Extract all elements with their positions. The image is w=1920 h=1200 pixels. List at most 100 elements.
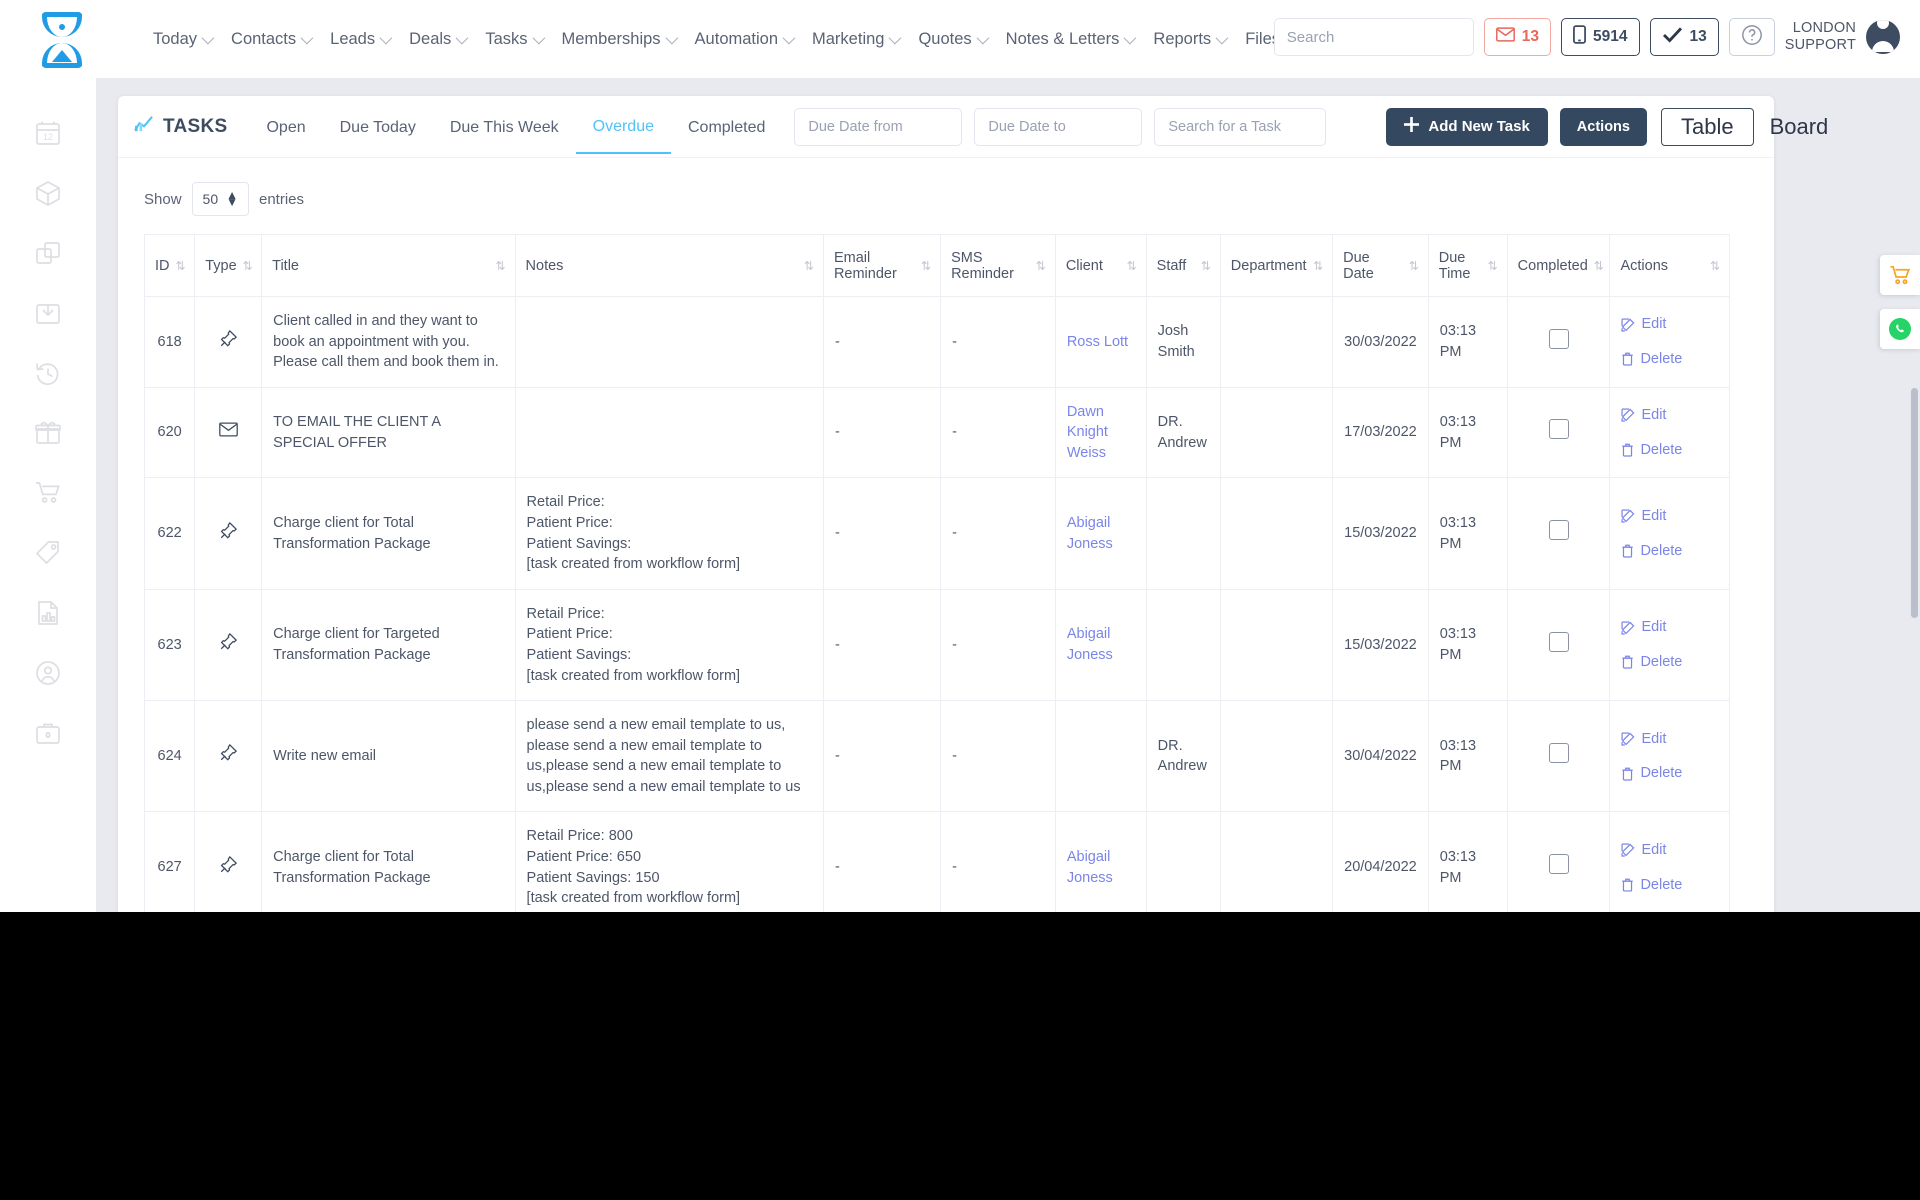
nav-item-notes-letters[interactable]: Notes & Letters [997, 24, 1143, 55]
sidebar-item-copies[interactable] [35, 240, 61, 266]
edit-link[interactable]: Edit [1621, 617, 1718, 638]
view-toggle-board[interactable]: Board [1769, 113, 1829, 139]
tab-due-this-week[interactable]: Due This Week [449, 118, 559, 136]
column-header-actions[interactable]: Actions ⇅ [1609, 234, 1730, 297]
column-header-email-reminder[interactable]: Email Reminder ⇅ [822, 234, 942, 297]
sort-arrows-icon[interactable]: ⇅ [1408, 258, 1419, 273]
tasks-badge[interactable]: 13 [1649, 18, 1719, 56]
cell-client[interactable]: Ross Lott [1054, 296, 1147, 388]
nav-item-today[interactable]: Today [144, 24, 220, 55]
sidebar-item-business[interactable] [35, 720, 61, 746]
actions-button[interactable]: Actions [1559, 107, 1647, 146]
sms-badge[interactable]: 5914 [1561, 18, 1640, 56]
sidebar-item-orders[interactable] [35, 480, 61, 506]
sidebar-item-reports[interactable] [35, 600, 61, 626]
column-header-notes[interactable]: Notes ⇅ [514, 234, 824, 297]
nav-item-leads[interactable]: Leads [321, 24, 398, 55]
sidebar-item-offers[interactable] [35, 540, 61, 566]
sort-arrows-icon[interactable]: ⇅ [803, 258, 814, 273]
edit-link[interactable]: Edit [1621, 405, 1718, 426]
sort-arrows-icon[interactable]: ⇅ [1035, 258, 1046, 273]
nav-item-tasks[interactable]: Tasks [476, 24, 550, 55]
help-button[interactable] [1728, 18, 1775, 56]
cell-client[interactable]: Abigail Joness [1054, 811, 1147, 912]
table-row[interactable]: 624 Write new email please send a new emai… [143, 700, 1730, 813]
column-header-client[interactable]: Client ⇅ [1054, 234, 1147, 297]
sort-arrows-icon[interactable]: ⇅ [1487, 258, 1498, 273]
table-row[interactable]: 622 Charge client for Total Transformatio… [143, 477, 1730, 590]
search-input[interactable] [1274, 19, 1498, 55]
sidebar-item-calendar[interactable]: 12 [35, 120, 61, 146]
table-row[interactable]: 618 Client called in and they want to boo… [143, 296, 1730, 388]
add-new-task-button[interactable]: Add New Task [1386, 107, 1548, 146]
delete-link[interactable]: Delete [1621, 652, 1718, 673]
due-date-from-input[interactable] [794, 107, 963, 146]
table-row[interactable]: 627 Charge client for Total Transformatio… [143, 811, 1730, 912]
nav-item-automation[interactable]: Automation [686, 24, 801, 55]
column-header-id[interactable]: ID ⇅ [143, 234, 196, 297]
completed-checkbox[interactable] [1548, 328, 1569, 349]
column-header-due-time[interactable]: Due Time ⇅ [1427, 234, 1508, 297]
sort-arrows-icon[interactable]: ⇅ [1593, 258, 1604, 273]
delete-link[interactable]: Delete [1621, 763, 1718, 784]
completed-checkbox[interactable] [1548, 419, 1569, 440]
nav-item-memberships[interactable]: Memberships [553, 24, 684, 55]
sort-arrows-icon[interactable]: ⇅ [495, 258, 505, 273]
tab-completed[interactable]: Completed [688, 118, 766, 136]
completed-checkbox[interactable] [1548, 631, 1569, 652]
cell-client[interactable]: Dawn Knight Weiss [1054, 386, 1147, 479]
edit-link[interactable]: Edit [1621, 314, 1718, 335]
nav-item-contacts[interactable]: Contacts [222, 24, 319, 55]
view-toggle-table[interactable]: Table [1660, 107, 1754, 146]
sort-arrows-icon[interactable]: ⇅ [1709, 258, 1720, 273]
delete-link[interactable]: Delete [1621, 440, 1718, 461]
sidebar-item-history[interactable] [35, 360, 61, 386]
unread-email-badge[interactable]: 13 [1483, 18, 1552, 56]
avatar[interactable] [1866, 20, 1900, 54]
sort-arrows-icon[interactable]: ⇅ [1200, 258, 1211, 273]
cell-client[interactable]: Abigail Joness [1054, 477, 1147, 590]
column-header-due-date[interactable]: Due Date ⇅ [1332, 234, 1429, 297]
user-label[interactable]: LONDON SUPPORT [1785, 20, 1856, 53]
entries-count-select[interactable]: 50 ▲ ▼ [191, 182, 249, 216]
floating-whatsapp-button[interactable] [1880, 309, 1920, 349]
cell-client[interactable] [1054, 700, 1147, 813]
nav-item-marketing[interactable]: Marketing [803, 24, 907, 55]
vertical-scrollbar-thumb[interactable] [1911, 388, 1918, 618]
sort-arrows-icon[interactable]: ⇅ [242, 258, 253, 273]
sidebar-item-gifts[interactable] [35, 420, 61, 446]
nav-item-reports[interactable]: Reports [1144, 24, 1234, 55]
due-date-to-input[interactable] [974, 107, 1143, 146]
delete-link[interactable]: Delete [1621, 349, 1718, 370]
cell-client[interactable]: Abigail Joness [1054, 588, 1147, 702]
edit-link[interactable]: Edit [1621, 840, 1718, 861]
tab-due-today[interactable]: Due Today [339, 118, 416, 136]
sidebar-item-account[interactable] [35, 660, 61, 686]
table-row[interactable]: 623 Charge client for Targeted Transforma… [143, 588, 1730, 702]
completed-checkbox[interactable] [1548, 854, 1569, 875]
floating-cart-button[interactable] [1880, 255, 1920, 295]
edit-link[interactable]: Edit [1621, 729, 1718, 750]
tab-overdue[interactable]: Overdue [575, 100, 671, 154]
nav-item-files[interactable]: Files [1236, 24, 1289, 55]
app-logo[interactable] [24, 10, 100, 70]
sort-arrows-icon[interactable]: ⇅ [175, 258, 186, 273]
sort-arrows-icon[interactable]: ⇅ [1313, 258, 1323, 273]
column-header-type[interactable]: Type ⇅ [194, 234, 263, 297]
sort-arrows-icon[interactable]: ⇅ [921, 258, 931, 273]
column-header-title[interactable]: Title ⇅ [261, 234, 516, 297]
column-header-department[interactable]: Department ⇅ [1219, 234, 1334, 297]
task-search-input[interactable] [1154, 107, 1327, 146]
tab-open[interactable]: Open [266, 118, 306, 136]
delete-link[interactable]: Delete [1621, 541, 1718, 562]
table-row[interactable]: 620 TO EMAIL THE CLIENT A SPECIAL OFFER - -… [143, 386, 1730, 479]
completed-checkbox[interactable] [1548, 742, 1569, 763]
sort-arrows-icon[interactable]: ⇅ [1126, 258, 1137, 273]
column-header-completed[interactable]: Completed ⇅ [1506, 234, 1611, 297]
completed-checkbox[interactable] [1548, 520, 1569, 541]
column-header-sms-reminder[interactable]: SMS Reminder ⇅ [940, 234, 1056, 297]
nav-item-deals[interactable]: Deals [400, 24, 474, 55]
delete-link[interactable]: Delete [1621, 875, 1718, 896]
global-search[interactable] [1273, 18, 1516, 56]
sidebar-item-inbox[interactable] [35, 300, 61, 326]
